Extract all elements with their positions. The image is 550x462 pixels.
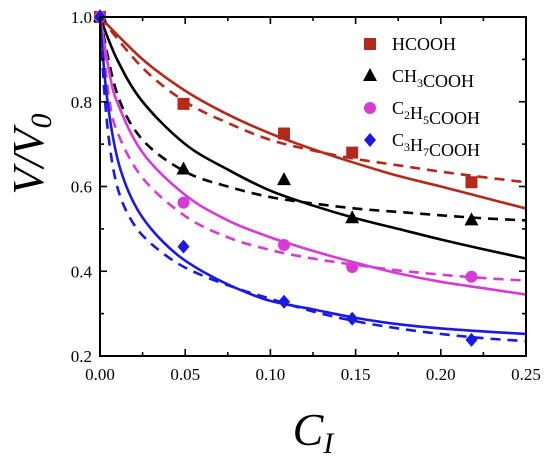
- c3h7cooh-data-point: [465, 332, 478, 347]
- ch3cooh-legend-label: CH3COOH: [392, 66, 474, 91]
- y-tick-label: 0.4: [71, 262, 93, 281]
- x-tick-label: 0.05: [170, 365, 200, 384]
- c3h7cooh-solid-fit-line: [100, 17, 526, 336]
- y-tick-label: 0.8: [71, 93, 92, 112]
- ch3cooh-data-point: [176, 161, 191, 175]
- c2h5cooh-solid-fit-line: [100, 17, 526, 296]
- hcooh-dashed-fit-line: [100, 17, 526, 184]
- ch3cooh-data-point: [345, 210, 360, 224]
- axes: 0.00 0.05 0.10 0.15 0.20 0.25 0.2 0.4 0.6 0.8 1.0: [71, 8, 541, 384]
- y-tick-label: 0.6: [71, 178, 92, 197]
- hcooh-legend-marker: [364, 38, 376, 50]
- ch3cooh-data-point: [277, 172, 292, 186]
- c2h5cooh-data-point: [177, 196, 190, 209]
- y-tick-label: 1.0: [71, 8, 92, 27]
- c2h5cooh-data-point: [346, 261, 359, 274]
- c2h5cooh-data-point: [278, 238, 291, 251]
- plot-frame: [99, 16, 527, 357]
- ch3cooh-solid-fit-line: [100, 17, 526, 260]
- c3h7cooh-data-point: [346, 311, 359, 326]
- ch3cooh-legend-marker: [363, 68, 377, 81]
- ch3cooh-dashed-fit-line: [100, 17, 526, 222]
- fit-curves: [100, 17, 526, 343]
- y-axis-title: V/V0: [4, 114, 58, 195]
- c2h5cooh-legend-marker: [364, 102, 376, 114]
- hcooh-data-point: [278, 127, 291, 140]
- c2h5cooh-legend-label: C2H5COOH: [392, 98, 480, 128]
- x-tick-label: 0.20: [426, 365, 456, 384]
- c3h7cooh-data-point: [278, 294, 291, 309]
- hcooh-data-point: [465, 176, 478, 189]
- c3h7cooh-legend-label: C3H7COOH: [392, 130, 480, 160]
- hcooh-legend-label: HCOOH: [392, 34, 456, 54]
- hcooh-data-point: [346, 146, 359, 159]
- hcooh-data-point: [177, 97, 190, 110]
- c3h7cooh-data-point: [177, 239, 190, 254]
- x-axis-title: CI: [293, 404, 336, 460]
- c2h5cooh-data-point: [465, 270, 478, 283]
- data-markers: [93, 9, 479, 347]
- x-tick-label: 0.10: [256, 365, 286, 384]
- x-tick-label: 0.25: [511, 365, 541, 384]
- y-tick-label: 0.2: [71, 347, 92, 366]
- ch3cooh-data-point: [464, 212, 479, 226]
- c3h7cooh-dashed-fit-line: [100, 17, 526, 343]
- x-tick-label: 0.15: [341, 365, 371, 384]
- c3h7cooh-legend-marker: [364, 133, 376, 147]
- x-tick-label: 0.00: [85, 365, 115, 384]
